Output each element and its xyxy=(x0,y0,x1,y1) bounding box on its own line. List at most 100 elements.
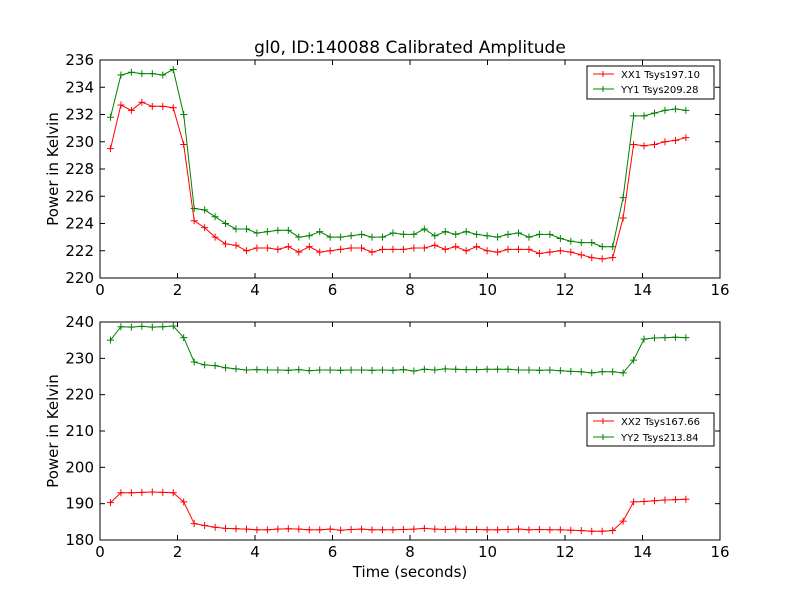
top-series-2-point xyxy=(525,233,533,241)
bottom-series-1-point xyxy=(671,496,679,504)
top-series-1-point xyxy=(347,244,355,252)
bottom-series-1-point xyxy=(169,489,177,497)
top-series-2-point xyxy=(368,233,376,241)
top-series-1-point xyxy=(567,248,575,256)
bottom-series-2-point xyxy=(232,365,240,373)
top-series-2-point xyxy=(337,233,345,241)
top-chart-title: gl0, ID:140088 Calibrated Amplitude xyxy=(254,38,566,58)
top-chart: gl0, ID:140088 Calibrated Amplitude 2202… xyxy=(44,38,730,299)
top-series-1-point xyxy=(274,245,282,253)
bottom-x-tick-label: 2 xyxy=(173,543,183,561)
bottom-series-layer xyxy=(106,322,690,535)
bottom-y-tick-label: 230 xyxy=(65,349,94,367)
bottom-series-2-point xyxy=(399,366,407,374)
top-series-2-point xyxy=(515,229,522,237)
top-series-1-point xyxy=(222,240,230,248)
top-series-2-point xyxy=(117,71,125,79)
legend-entry-yy2: YY2 Tsys213.84 xyxy=(593,433,699,444)
top-series-1-point xyxy=(326,247,334,255)
bottom-series-1-point xyxy=(106,499,114,507)
bottom-series-1-point xyxy=(640,497,648,505)
bottom-series-2-point xyxy=(242,366,250,374)
bottom-series-1-point xyxy=(588,527,596,535)
top-x-tick-label: 6 xyxy=(328,281,338,299)
bottom-series-2-point xyxy=(515,366,522,374)
bottom-y-tick-label: 200 xyxy=(65,458,94,476)
legend-entry-xx1: XX1 Tsys197.10 xyxy=(593,70,700,81)
bottom-series-1-point xyxy=(462,525,470,533)
bottom-series-1 xyxy=(106,488,690,535)
top-series-1-point xyxy=(253,244,261,252)
bottom-series-1-point xyxy=(222,524,230,532)
top-series-1-point xyxy=(127,106,135,114)
top-series-2-point xyxy=(242,225,250,233)
bottom-series-2-point xyxy=(661,334,669,342)
top-series-1-point xyxy=(117,101,125,109)
top-series-1-point xyxy=(483,247,491,255)
top-series-2-point xyxy=(431,232,439,240)
bottom-series-2-point xyxy=(117,323,125,331)
top-series-1-point xyxy=(525,245,533,253)
top-series-1-point xyxy=(295,248,303,256)
bottom-series-1-point xyxy=(452,525,460,533)
top-series-2-point xyxy=(619,194,627,202)
top-series-1-point xyxy=(682,134,690,142)
top-y-tick-label: 226 xyxy=(65,187,94,205)
bottom-series-1-point xyxy=(305,526,313,534)
bottom-series-2-point xyxy=(410,367,418,375)
bottom-series-2-point xyxy=(619,369,627,377)
top-series-1-point xyxy=(609,254,617,262)
bottom-series-2-point xyxy=(305,367,313,375)
legend-marker-xx1 xyxy=(600,71,606,77)
top-series-1-point xyxy=(619,214,627,222)
top-series-2-point xyxy=(452,230,460,238)
bottom-series-2-point xyxy=(577,368,585,376)
bottom-series-1-point xyxy=(211,523,219,531)
top-series-1-point xyxy=(169,104,177,112)
bottom-series-1-point xyxy=(316,526,324,534)
bottom-series-2-point xyxy=(263,366,271,374)
top-y-tick-label: 228 xyxy=(65,160,94,178)
top-series-2-point xyxy=(148,70,156,78)
top-series-2-point xyxy=(378,233,386,241)
bottom-series-2-point xyxy=(535,366,543,374)
legend-label-xx1: XX1 Tsys197.10 xyxy=(621,70,700,81)
bottom-series-2-point xyxy=(326,366,334,374)
top-series-2 xyxy=(106,66,690,251)
top-series-1-point xyxy=(651,140,659,148)
top-series-1-point xyxy=(661,138,669,146)
top-series-1-point xyxy=(671,136,679,144)
bottom-series-1-point xyxy=(525,526,533,534)
top-series-1 xyxy=(106,98,690,263)
top-series-1-point xyxy=(159,102,167,110)
bottom-series-1-point xyxy=(284,525,292,533)
top-series-2-point xyxy=(441,228,449,236)
bottom-y-axis-label: Power in Kelvin xyxy=(44,374,62,488)
bottom-series-1-point xyxy=(556,526,564,534)
legend-entry-xx2: XX2 Tsys167.66 xyxy=(593,417,700,428)
top-series-2-point xyxy=(410,230,418,238)
bottom-series-1-point xyxy=(242,525,250,533)
bottom-x-ticks: 0 2 4 6 8 10 12 14 16 xyxy=(95,322,730,561)
top-series-2-point xyxy=(326,233,334,241)
top-y-tick-label: 222 xyxy=(65,242,94,260)
bottom-series-1-point xyxy=(420,524,428,532)
bottom-series-1-point xyxy=(504,525,512,533)
bottom-series-2-point xyxy=(525,366,533,374)
bottom-series-1-point xyxy=(117,489,125,497)
bottom-series-2-point xyxy=(148,323,156,331)
top-y-tick-label: 236 xyxy=(65,51,94,69)
bottom-x-axis-label: Time (seconds) xyxy=(352,563,468,581)
bottom-series-1-point xyxy=(337,526,345,534)
top-x-tick-label: 2 xyxy=(173,281,183,299)
bottom-series-2-point xyxy=(106,336,114,344)
top-series-1-point xyxy=(232,241,240,249)
bottom-x-tick-label: 8 xyxy=(405,543,415,561)
top-series-1-point xyxy=(630,140,638,148)
bottom-series-2-point xyxy=(295,366,303,374)
bottom-series-2-point xyxy=(494,365,502,373)
bottom-y-tick-label: 180 xyxy=(65,531,94,549)
bottom-series-2-point xyxy=(337,366,345,374)
legend-label-yy2: YY2 Tsys213.84 xyxy=(620,433,699,444)
